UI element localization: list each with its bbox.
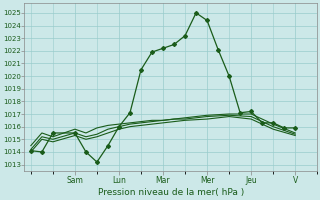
X-axis label: Pression niveau de la mer( hPa ): Pression niveau de la mer( hPa ) bbox=[98, 188, 244, 197]
